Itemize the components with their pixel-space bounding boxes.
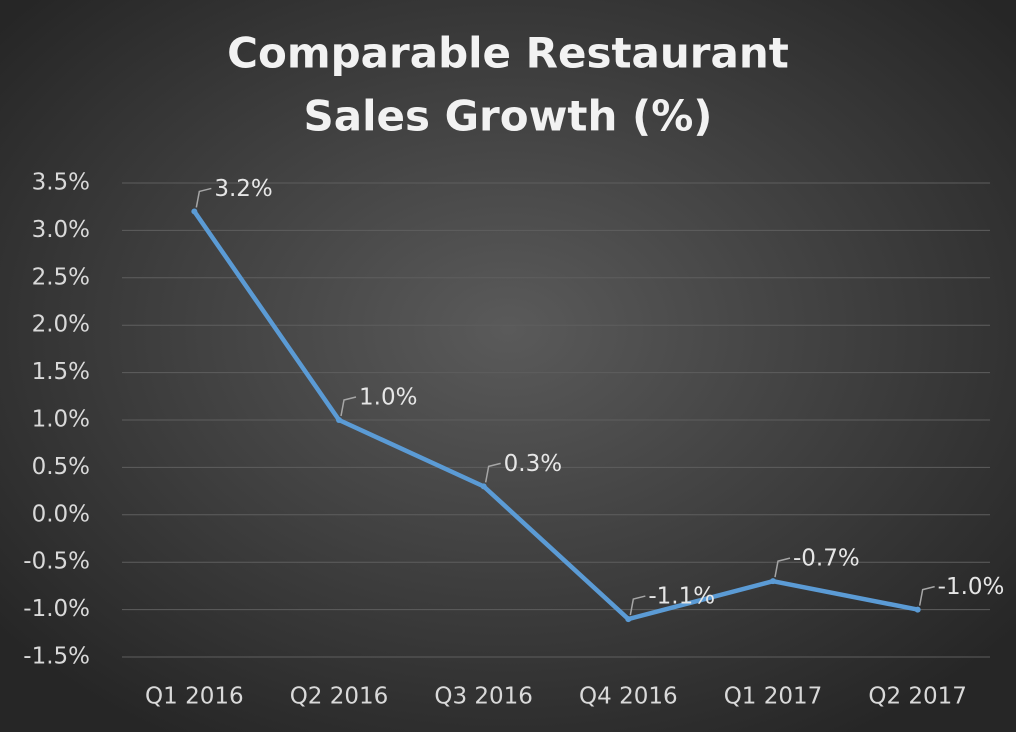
x-tick-label: Q2 2017 bbox=[868, 684, 967, 710]
leader-line bbox=[918, 585, 935, 606]
y-tick-label: 3.0% bbox=[32, 217, 90, 243]
point bbox=[336, 417, 342, 423]
x-tick-label: Q3 2016 bbox=[434, 684, 533, 710]
series-line bbox=[192, 210, 919, 622]
data-label: -1.1% bbox=[648, 584, 715, 610]
data-label: -1.0% bbox=[938, 574, 1005, 600]
y-tick-label: 1.5% bbox=[32, 359, 90, 385]
y-tick-label: 2.0% bbox=[32, 312, 90, 338]
leader-line bbox=[629, 595, 646, 616]
chart-title: Sales Growth (%) bbox=[303, 92, 712, 141]
leader-line bbox=[195, 187, 212, 208]
point bbox=[625, 616, 632, 623]
leader-line bbox=[774, 557, 791, 578]
point bbox=[770, 578, 776, 585]
data-label: 3.2% bbox=[214, 176, 272, 202]
leader-line bbox=[340, 396, 357, 417]
x-tick-label: Q1 2016 bbox=[145, 684, 244, 710]
chart-title: Comparable Restaurant bbox=[227, 29, 789, 78]
y-tick-label: 0.0% bbox=[32, 501, 90, 527]
y-tick-label: -1.0% bbox=[23, 596, 90, 622]
y-tick-label: -1.5% bbox=[23, 644, 90, 670]
leader-line bbox=[484, 462, 501, 483]
data-label: -0.7% bbox=[793, 546, 860, 572]
y-tick-label: 3.5% bbox=[32, 170, 90, 196]
point bbox=[480, 483, 487, 490]
x-tick-label: Q1 2017 bbox=[724, 684, 823, 710]
point bbox=[191, 208, 198, 215]
x-tick-label: Q2 2016 bbox=[290, 684, 389, 710]
point bbox=[914, 606, 921, 613]
x-tick-label: Q4 2016 bbox=[579, 684, 678, 710]
y-tick-label: 2.5% bbox=[32, 264, 90, 290]
data-label: 1.0% bbox=[359, 385, 417, 411]
data-label: 0.3% bbox=[504, 451, 562, 477]
y-tick-label: 0.5% bbox=[32, 454, 90, 480]
y-tick-label: 1.0% bbox=[32, 407, 90, 433]
y-tick-label: -0.5% bbox=[23, 549, 90, 575]
